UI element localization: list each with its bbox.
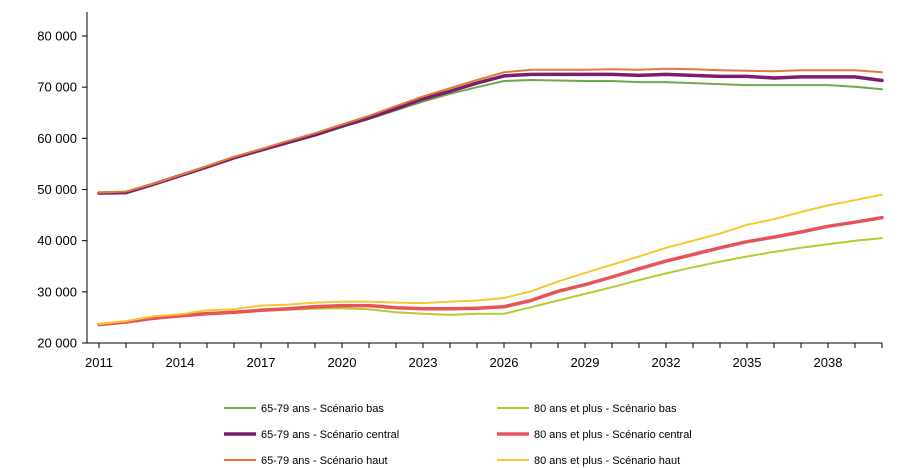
series-line-3 [98,67,883,194]
x-tick-label: 2026 [490,355,519,370]
x-tick-label: 2017 [247,355,276,370]
y-tick-label: 50 000 [37,182,77,197]
x-tick-label: 2014 [166,355,195,370]
x-tick-label: 2032 [652,355,681,370]
legend-label: 65-79 ans - Scénario haut [261,455,388,467]
x-tick-label: 2023 [409,355,438,370]
series-lines [97,67,884,327]
chart-axes: 20 000 30 000 40 000 50 000 60 000 70 000 80 0… [37,12,883,370]
series-line-2 [97,72,884,195]
x-tick-label: 2038 [814,355,843,370]
legend-label: 80 ans et plus - Scénario central [534,429,692,441]
y-tick-label: 20 000 [37,336,77,351]
y-tick-label: 60 000 [37,131,77,146]
series-line-6 [98,193,883,326]
y-tick-label: 30 000 [37,284,77,299]
x-tick-label: 2011 [85,355,113,370]
legend-label: 80 ans et plus - Scénario bas [534,403,677,415]
x-tick-label: 2035 [733,355,762,370]
series-line-5 [97,215,884,327]
chart-legend: 65-79 ans - Scénario bas 80 ans et plus -… [224,403,692,467]
series-line-4 [98,237,883,326]
x-tick-label: 2029 [571,355,600,370]
series-line-1 [98,79,883,194]
y-tick-label: 40 000 [37,233,77,248]
y-tick-label: 80 000 [37,29,77,44]
y-tick-label: 70 000 [37,80,77,95]
legend-label: 65-79 ans - Scénario bas [261,403,384,415]
legend-label: 65-79 ans - Scénario central [261,429,399,441]
x-tick-label: 2020 [328,355,357,370]
legend-label: 80 ans et plus - Scénario haut [534,455,680,467]
